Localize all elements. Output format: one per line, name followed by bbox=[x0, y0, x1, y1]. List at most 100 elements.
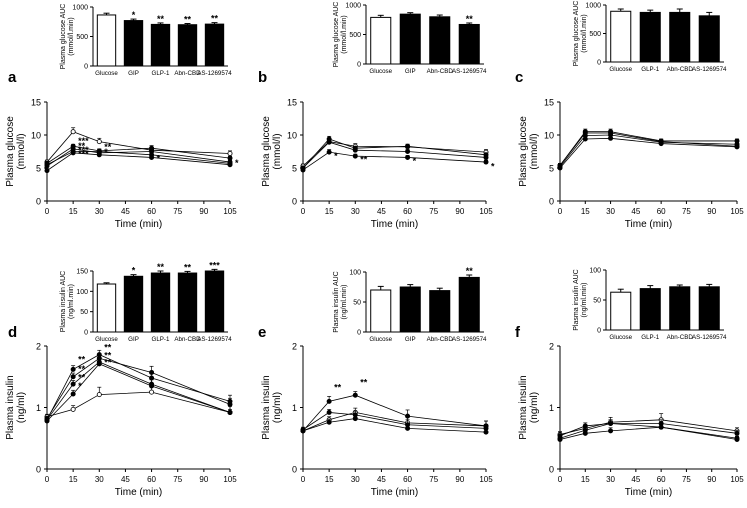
bar-as-1269574 bbox=[458, 276, 480, 333]
x-tick-label: 75 bbox=[173, 475, 182, 484]
x-tick-label: 90 bbox=[707, 475, 716, 484]
significance-label: *** bbox=[209, 260, 220, 270]
y-axis-label: Plasma insulin(ng/ml) bbox=[518, 375, 540, 439]
x-tick-label: 90 bbox=[199, 475, 208, 484]
x-tick-label: 75 bbox=[429, 475, 438, 484]
y-axis-label-line: (ng/ml) bbox=[272, 392, 283, 423]
significance-label: * bbox=[491, 161, 495, 171]
y-axis-label: Plasma insulin AUC(ng/ml.min) bbox=[60, 271, 75, 332]
x-tick-label: 30 bbox=[351, 207, 360, 216]
y-tick-label: 1000 bbox=[585, 3, 601, 10]
data-point bbox=[483, 159, 489, 165]
y-tick-label: 0 bbox=[549, 465, 554, 475]
data-point bbox=[557, 436, 563, 442]
y-axis-label-line: (mmol/l.min) bbox=[581, 14, 588, 53]
x-category-label: Glucose bbox=[95, 336, 118, 343]
x-category-label: Glucose bbox=[609, 334, 632, 341]
data-point bbox=[70, 366, 76, 372]
x-category-label: AS-1269574 bbox=[692, 334, 727, 341]
x-tick-label: 105 bbox=[479, 475, 493, 484]
x-tick-label: 45 bbox=[631, 475, 640, 484]
y-axis-label: Plasma glucose AUC(mmol/l.min) bbox=[60, 4, 75, 70]
data-point bbox=[557, 165, 563, 171]
x-tick-label: 45 bbox=[377, 475, 386, 484]
y-tick-label: 0 bbox=[597, 60, 601, 67]
data-point bbox=[658, 141, 664, 147]
x-tick-label: 75 bbox=[429, 207, 438, 216]
y-tick-label: 50 bbox=[80, 309, 88, 316]
x-tick-label: 15 bbox=[69, 207, 78, 216]
x-category-label: AS-1269574 bbox=[197, 70, 232, 77]
data-point bbox=[483, 154, 489, 160]
y-axis-label-line: (ng/ml.min) bbox=[68, 284, 75, 319]
x-category-label: Glucose bbox=[609, 66, 632, 73]
bar-gip bbox=[399, 13, 421, 65]
significance-label: * bbox=[157, 153, 161, 163]
x-tick-label: 45 bbox=[631, 207, 640, 216]
panel-e-line-chart: 0 1 2 0 15 30 45 60 75 90 105 Time (min) Plasma insu… bbox=[258, 324, 493, 498]
y-axis-label-line: (mmol/l) bbox=[272, 133, 283, 169]
significance-label: ** bbox=[211, 14, 219, 24]
x-category-label: GIP bbox=[128, 336, 139, 343]
x-category-label: Abn-CBD bbox=[667, 334, 694, 341]
data-point bbox=[96, 139, 102, 145]
y-tick-label: 0 bbox=[597, 328, 601, 335]
data-point bbox=[582, 136, 588, 142]
significance-label: ** bbox=[466, 266, 474, 276]
significance-label: * bbox=[413, 156, 417, 166]
bar-as-1269574 bbox=[698, 15, 720, 63]
x-tick-label: 105 bbox=[730, 207, 744, 216]
significance-label: ** bbox=[157, 14, 165, 24]
series-line bbox=[302, 151, 487, 171]
x-tick-label: 0 bbox=[45, 475, 50, 484]
significance-label: ** bbox=[184, 15, 192, 25]
bar-gip bbox=[123, 20, 144, 67]
x-tick-label: 60 bbox=[657, 475, 666, 484]
significance-label: *** bbox=[78, 136, 89, 146]
series-abn-cbd bbox=[300, 415, 489, 435]
significance-label: *** bbox=[78, 145, 89, 155]
data-point bbox=[326, 419, 332, 425]
x-tick-label: 60 bbox=[403, 475, 412, 484]
x-tick-label: 45 bbox=[121, 207, 130, 216]
x-tick-label: 75 bbox=[682, 207, 691, 216]
x-category-label: AS-1269574 bbox=[197, 336, 232, 343]
y-axis-label: Plasma insulin AUC(ng/ml.min) bbox=[573, 269, 588, 330]
series-as-1269574 bbox=[44, 359, 233, 424]
x-category-label: Abn-CBD bbox=[667, 66, 694, 73]
bar-glucose bbox=[610, 10, 632, 63]
y-axis-label-line: (ng/ml.min) bbox=[341, 284, 348, 319]
data-point bbox=[734, 436, 740, 442]
data-point bbox=[405, 425, 411, 431]
y-tick-label: 5 bbox=[549, 164, 554, 174]
y-tick-label: 2 bbox=[292, 342, 297, 352]
x-tick-label: 75 bbox=[682, 475, 691, 484]
x-tick-label: 0 bbox=[45, 207, 50, 216]
data-point bbox=[149, 369, 155, 375]
x-tick-label: 15 bbox=[581, 207, 590, 216]
y-axis-label-line: (mmol/l.min) bbox=[341, 15, 348, 54]
y-axis-label-line: Plasma glucose bbox=[518, 116, 529, 187]
y-axis-label-line: Plasma insulin bbox=[518, 375, 529, 439]
x-tick-label: 15 bbox=[69, 475, 78, 484]
bar-as-1269574 bbox=[458, 23, 480, 65]
data-point bbox=[352, 153, 358, 159]
bar-glucose bbox=[370, 289, 392, 333]
x-tick-label: 60 bbox=[657, 207, 666, 216]
data-point bbox=[227, 409, 233, 415]
x-category-label: Abn-CBD bbox=[174, 70, 201, 77]
y-tick-label: 0 bbox=[292, 197, 297, 207]
panel-f-line-chart: 0 1 2 0 15 30 45 60 75 90 105 Time (min) Plasma insu… bbox=[515, 324, 744, 498]
panel-letter-a: a bbox=[8, 69, 17, 86]
y-axis-label: Plasma glucose(mmol/l) bbox=[518, 116, 540, 187]
y-axis-label-line: Plasma glucose AUC bbox=[60, 4, 67, 70]
x-tick-label: 60 bbox=[147, 207, 156, 216]
data-point bbox=[70, 150, 76, 156]
series-as-1269574 bbox=[300, 149, 489, 173]
x-tick-label: 90 bbox=[455, 475, 464, 484]
series-as-1269574 bbox=[557, 135, 740, 171]
x-tick-label: 105 bbox=[730, 475, 744, 484]
y-tick-label: 50 bbox=[353, 300, 361, 307]
